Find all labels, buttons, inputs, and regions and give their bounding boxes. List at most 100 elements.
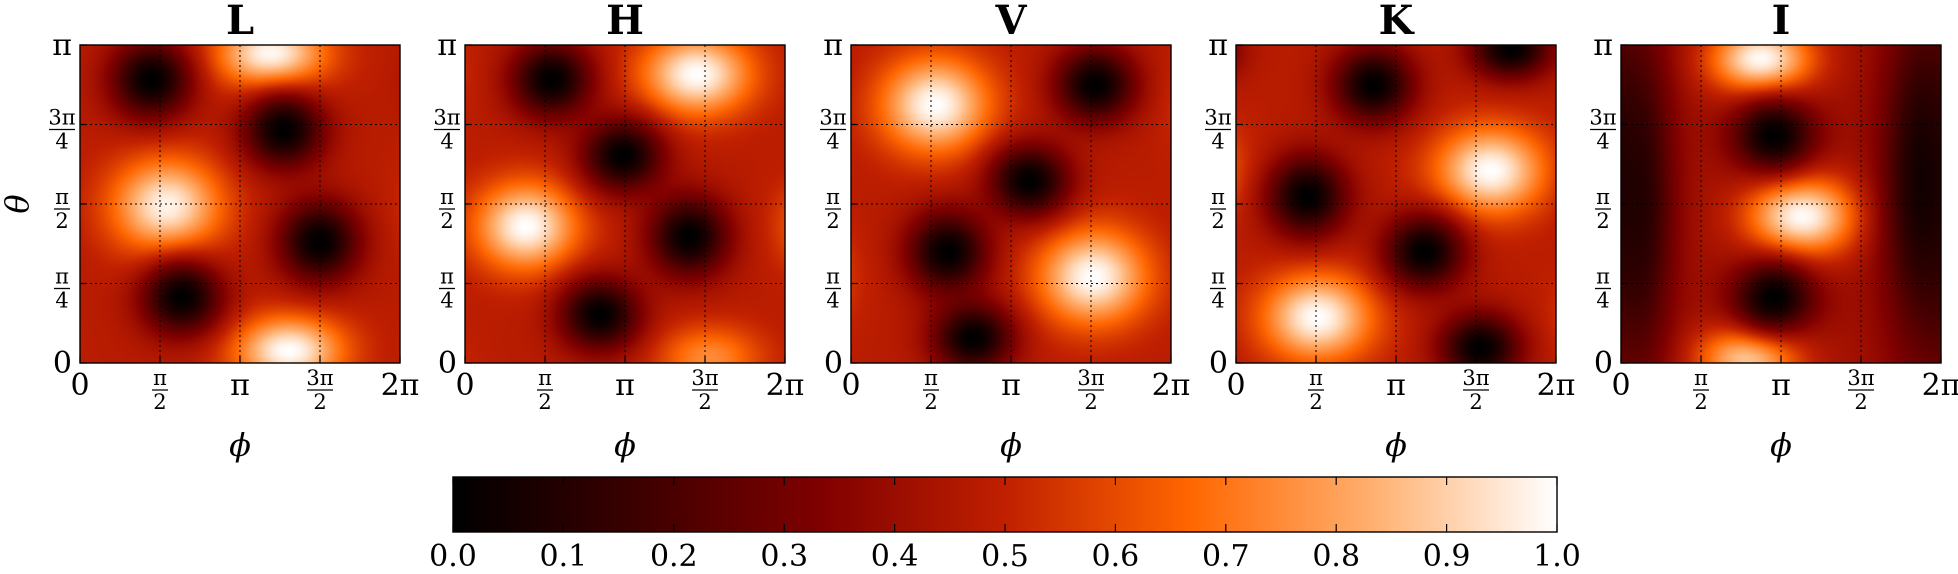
y-tick-label: 0 [824, 346, 843, 381]
svg-text:π: π [1211, 185, 1225, 209]
y-tick-label: 3π4 [48, 106, 75, 154]
y-tick-label: π [1208, 28, 1228, 63]
x-tick-label: π2 [923, 366, 939, 414]
x-axis-label: ϕ [1385, 426, 1407, 464]
y-axis-label: θ [0, 194, 36, 213]
svg-text:2: 2 [55, 209, 68, 233]
svg-text:π: π [1596, 265, 1610, 289]
svg-text:4: 4 [826, 289, 839, 313]
x-tick-label: π [1001, 368, 1021, 403]
panel-title: V [994, 0, 1027, 44]
colorbar-tick-label: 0.0 [429, 539, 477, 570]
svg-text:π: π [1694, 366, 1708, 390]
y-tick-label: π2 [825, 185, 841, 233]
x-tick-label: 2π [1922, 368, 1958, 403]
svg-text:2: 2 [826, 209, 839, 233]
svg-text:3π: 3π [306, 366, 333, 390]
y-tick-label: 0 [53, 346, 72, 381]
colorbar-tick-label: 1.0 [1533, 539, 1581, 570]
x-axis-label: ϕ [229, 426, 251, 464]
x-axis-label: ϕ [614, 426, 636, 464]
x-tick-label: π2 [1308, 366, 1324, 414]
svg-text:2: 2 [1084, 390, 1097, 414]
svg-text:π: π [55, 265, 69, 289]
y-tick-label: π4 [825, 265, 841, 313]
colorbar-tick-label: 0.2 [650, 539, 698, 570]
svg-text:4: 4 [55, 130, 68, 154]
svg-text:4: 4 [826, 130, 839, 154]
colorbar-gradient [452, 476, 1558, 533]
colorbar-tick-label: 0.5 [981, 539, 1029, 570]
svg-text:2: 2 [924, 390, 937, 414]
panel-title: K [1379, 0, 1415, 44]
svg-text:3π: 3π [691, 366, 718, 390]
x-tick-label: 0 [1226, 368, 1245, 403]
svg-text:3π: 3π [1077, 366, 1104, 390]
x-tick-label: 2π [1537, 368, 1576, 403]
y-tick-label: π2 [1595, 185, 1611, 233]
y-tick-label: π2 [439, 185, 455, 233]
y-tick-label: 3π4 [819, 106, 846, 154]
svg-text:2: 2 [1694, 390, 1707, 414]
svg-text:3π: 3π [1847, 366, 1874, 390]
svg-text:2: 2 [698, 390, 711, 414]
x-axis-label: ϕ [1000, 426, 1022, 464]
svg-text:2: 2 [1596, 209, 1609, 233]
y-tick-label: π4 [1595, 265, 1611, 313]
y-tick-label: π4 [439, 265, 455, 313]
x-tick-label: 0 [1611, 368, 1630, 403]
x-tick-label: π [1771, 368, 1791, 403]
y-tick-label: 0 [438, 346, 457, 381]
svg-text:4: 4 [55, 289, 68, 313]
x-tick-label: 3π2 [1462, 366, 1489, 414]
svg-text:π: π [440, 185, 454, 209]
svg-text:π: π [538, 366, 552, 390]
x-tick-label: 0 [841, 368, 860, 403]
x-tick-label: 3π2 [1077, 366, 1104, 414]
y-tick-label: π [52, 28, 72, 63]
svg-text:3π: 3π [48, 106, 75, 130]
svg-text:4: 4 [1211, 289, 1224, 313]
colorbar-tick-label: 0.6 [1092, 539, 1140, 570]
y-tick-label: π [823, 28, 843, 63]
x-tick-label: 3π2 [306, 366, 333, 414]
axes-frame [1235, 44, 1557, 364]
y-tick-label: 0 [1209, 346, 1228, 381]
svg-text:π: π [826, 265, 840, 289]
svg-text:π: π [1596, 185, 1610, 209]
y-tick-label: π [1593, 28, 1613, 63]
svg-text:2: 2 [538, 390, 551, 414]
x-tick-label: π2 [537, 366, 553, 414]
axes-frame [79, 44, 401, 364]
colorbar-tick-label: 0.1 [540, 539, 588, 570]
colorbar-tick-label: 0.8 [1312, 539, 1360, 570]
y-tick-label: 0 [1594, 346, 1613, 381]
svg-text:2: 2 [440, 209, 453, 233]
svg-text:3π: 3π [1462, 366, 1489, 390]
x-tick-label: 2π [381, 368, 420, 403]
svg-text:3π: 3π [1589, 106, 1616, 130]
svg-text:3π: 3π [1204, 106, 1231, 130]
svg-text:4: 4 [440, 130, 453, 154]
axes-frame [464, 44, 786, 364]
colorbar-tick-label: 0.7 [1202, 539, 1250, 570]
svg-text:2: 2 [313, 390, 326, 414]
axes-frame [1620, 44, 1942, 364]
svg-text:4: 4 [1596, 289, 1609, 313]
x-tick-label: π [1386, 368, 1406, 403]
x-tick-label: 3π2 [1847, 366, 1874, 414]
colorbar-tick-label: 0.3 [760, 539, 808, 570]
x-axis-label: ϕ [1770, 426, 1792, 464]
svg-text:4: 4 [1596, 130, 1609, 154]
svg-text:2: 2 [1309, 390, 1322, 414]
y-tick-label: 3π4 [433, 106, 460, 154]
x-tick-label: π [615, 368, 635, 403]
x-tick-label: 2π [766, 368, 805, 403]
panel-title: I [1772, 0, 1791, 44]
svg-text:3π: 3π [819, 106, 846, 130]
